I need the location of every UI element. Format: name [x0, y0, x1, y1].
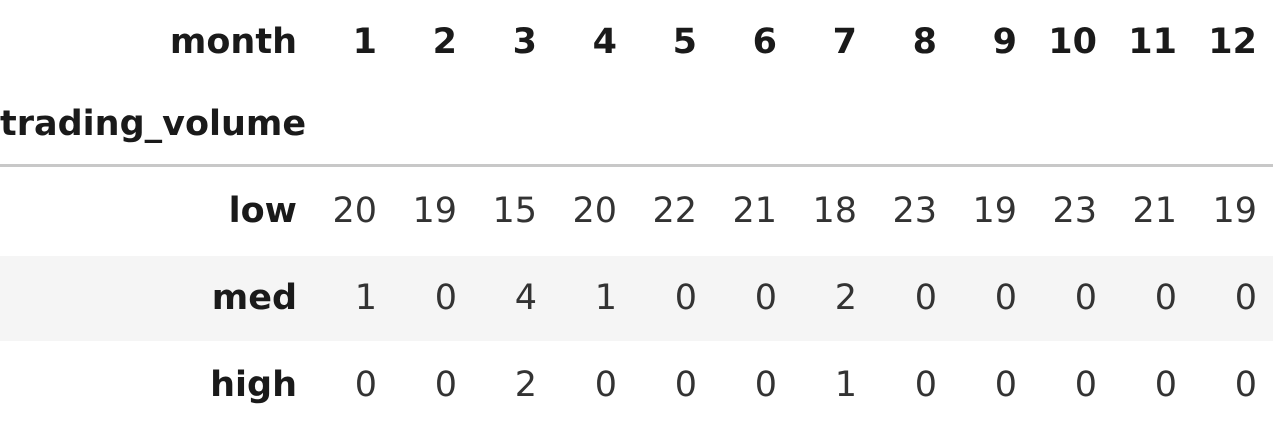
table-row: med 1 0 4 1 0 0 2 0 0 0 0 0 — [0, 256, 1273, 341]
table-cell: 23 — [892, 191, 937, 231]
empty-header-cell — [1097, 84, 1177, 167]
table-cell: 19 — [412, 191, 457, 231]
column-header: 8 — [912, 21, 937, 62]
column-header: 6 — [752, 21, 777, 62]
table-cell: 0 — [1097, 256, 1177, 341]
column-header: 7 — [832, 21, 857, 62]
table-cell: 0 — [354, 364, 377, 405]
columns-name-label: month — [169, 21, 297, 62]
table-cell: 0 — [1154, 364, 1177, 405]
table-cell: 0 — [697, 256, 777, 341]
column-header: 10 — [1048, 21, 1097, 62]
empty-header-cell — [937, 84, 1017, 167]
spacer-cell — [1257, 166, 1273, 257]
column-header: 4 — [592, 21, 617, 62]
spacer-cell — [1257, 84, 1273, 167]
table-cell: 2 — [777, 256, 857, 341]
table-body: low 20 19 15 20 22 21 18 23 19 23 21 19 … — [0, 166, 1273, 423]
table-cell: 21 — [732, 191, 777, 231]
empty-header-cell — [457, 84, 537, 167]
index-header-row: trading_volume — [0, 84, 1273, 167]
row-label: med — [0, 256, 297, 341]
table-cell: 20 — [572, 191, 617, 231]
table-cell: 0 — [377, 256, 457, 341]
table-cell: 1 — [297, 256, 377, 341]
table-cell: 23 — [1052, 191, 1097, 231]
table-cell: 0 — [1234, 364, 1257, 405]
column-header: 1 — [352, 21, 377, 62]
index-name-label: trading_volume — [0, 84, 306, 167]
column-header: 12 — [1208, 21, 1257, 62]
column-header: 2 — [432, 21, 457, 62]
table-cell: 0 — [434, 364, 457, 405]
table-cell: 0 — [1177, 256, 1257, 341]
column-header: 5 — [672, 21, 697, 62]
table-cell: 21 — [1132, 191, 1177, 231]
spacer-cell — [1257, 0, 1273, 84]
empty-header-cell — [617, 84, 697, 167]
table-cell: 2 — [514, 364, 537, 405]
table-cell: 19 — [972, 191, 1017, 231]
column-header-row: month 1 2 3 4 5 6 7 8 9 10 11 12 — [0, 0, 1273, 84]
column-header: 11 — [1128, 21, 1177, 62]
table-cell: 1 — [537, 256, 617, 341]
table-cell: 19 — [1212, 191, 1257, 231]
empty-header-cell — [697, 84, 777, 167]
table-cell: 0 — [594, 364, 617, 405]
table-cell: 0 — [914, 364, 937, 405]
table-cell: 0 — [674, 364, 697, 405]
table-cell: 1 — [834, 364, 857, 405]
table-row: low 20 19 15 20 22 21 18 23 19 23 21 19 — [0, 166, 1273, 257]
row-label: low — [228, 191, 297, 231]
empty-header-cell — [377, 84, 457, 167]
table-cell: 20 — [332, 191, 377, 231]
column-header: 9 — [992, 21, 1017, 62]
row-label: high — [210, 364, 297, 405]
table-cell: 0 — [1017, 256, 1097, 341]
spacer-cell — [1257, 341, 1273, 423]
empty-header-cell — [297, 84, 377, 167]
table-cell: 22 — [652, 191, 697, 231]
column-header: 3 — [512, 21, 537, 62]
empty-header-cell — [537, 84, 617, 167]
table-cell: 15 — [492, 191, 537, 231]
table-header: month 1 2 3 4 5 6 7 8 9 10 11 12 trading… — [0, 0, 1273, 167]
empty-header-cell — [1017, 84, 1097, 167]
table-cell: 0 — [617, 256, 697, 341]
empty-header-cell — [857, 84, 937, 167]
empty-header-cell — [1177, 84, 1257, 167]
table-cell: 0 — [754, 364, 777, 405]
table-cell: 0 — [937, 256, 1017, 341]
table-cell: 4 — [457, 256, 537, 341]
table-cell: 18 — [812, 191, 857, 231]
spacer-cell — [1257, 256, 1273, 341]
table-row: high 0 0 2 0 0 0 1 0 0 0 0 0 — [0, 341, 1273, 423]
table-cell: 0 — [994, 364, 1017, 405]
empty-header-cell — [777, 84, 857, 167]
table-cell: 0 — [857, 256, 937, 341]
table-cell: 0 — [1074, 364, 1097, 405]
